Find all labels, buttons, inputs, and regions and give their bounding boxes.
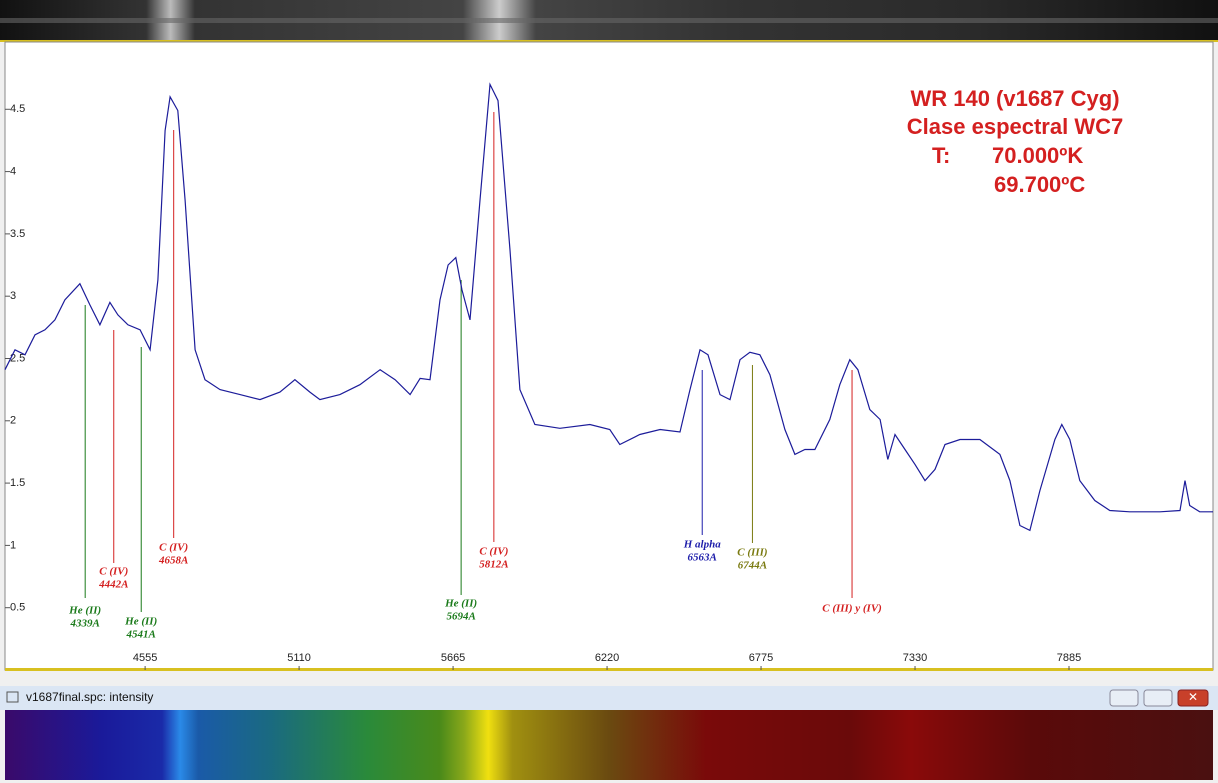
marker-label: C (III) y (IV) xyxy=(822,603,882,615)
x-tick-label: 4555 xyxy=(133,652,157,664)
temperature-kelvin: 70.000ºK xyxy=(992,143,1083,168)
y-tick-label: 3 xyxy=(10,290,16,302)
window-icon xyxy=(6,691,19,703)
marker-label: 4658A xyxy=(158,555,188,567)
chart-title: Clase espectral WC7 xyxy=(907,114,1123,139)
x-tick-label: 5110 xyxy=(287,652,311,664)
separator xyxy=(0,40,1218,42)
marker-label: 6563A xyxy=(688,552,717,564)
marker-label: 5694A xyxy=(446,611,475,623)
minimize-button[interactable] xyxy=(1109,689,1139,707)
x-tick-label: 6220 xyxy=(595,652,619,664)
close-icon: ✕ xyxy=(1188,690,1198,704)
marker-label: He (II) xyxy=(124,616,157,628)
marker-label: C (IV) xyxy=(99,566,128,578)
marker-label: C (IV) xyxy=(159,542,188,554)
x-tick-label: 7330 xyxy=(903,652,927,664)
marker-label: 6744A xyxy=(738,560,767,572)
marker-label: He (II) xyxy=(444,598,477,610)
y-tick-label: 2.5 xyxy=(10,352,25,364)
chart-title: WR 140 (v1687 Cyg) xyxy=(910,86,1119,111)
y-tick-label: 4.5 xyxy=(10,103,25,115)
y-tick-label: 2 xyxy=(10,415,16,427)
x-tick-label: 5665 xyxy=(441,652,465,664)
marker-label: 4442A xyxy=(98,579,128,591)
spectrum-line xyxy=(4,82,1213,532)
marker-label: He (II) xyxy=(68,605,101,617)
separator xyxy=(5,668,1213,671)
temperature-label: T: xyxy=(932,143,950,168)
marker-label: C (III) xyxy=(737,547,767,559)
window-title: v1687final.spc: intensity xyxy=(26,690,153,704)
marker-label: 4339A xyxy=(70,618,100,630)
x-tick-label: 7885 xyxy=(1057,652,1081,664)
plot: 0.5 1 1.5 2 2.5 3 3.5 4 4.5 4555 5110 5665 6220 6775 7… xyxy=(4,82,1213,670)
spectrum-trace xyxy=(0,18,1218,23)
y-tick-label: 3.5 xyxy=(10,228,25,240)
temperature-celsius: 69.700ºC xyxy=(994,172,1085,197)
y-tick-label: 1.5 xyxy=(10,477,25,489)
x-tick-label: 6775 xyxy=(749,652,773,664)
marker-label: C (IV) xyxy=(479,546,508,558)
marker-label: 5812A xyxy=(479,559,508,571)
y-tick-label: 0.5 xyxy=(10,602,25,614)
y-tick-label: 1 xyxy=(10,539,16,551)
close-button[interactable] xyxy=(1177,689,1209,707)
y-tick-label: 4 xyxy=(10,165,16,177)
marker-label: 4541A xyxy=(126,629,156,641)
marker-label: H alpha xyxy=(683,539,721,551)
plot-area xyxy=(4,41,1214,671)
maximize-button[interactable] xyxy=(1143,689,1173,707)
window-titlebar xyxy=(0,686,1218,710)
color-spectrum xyxy=(5,710,1213,780)
